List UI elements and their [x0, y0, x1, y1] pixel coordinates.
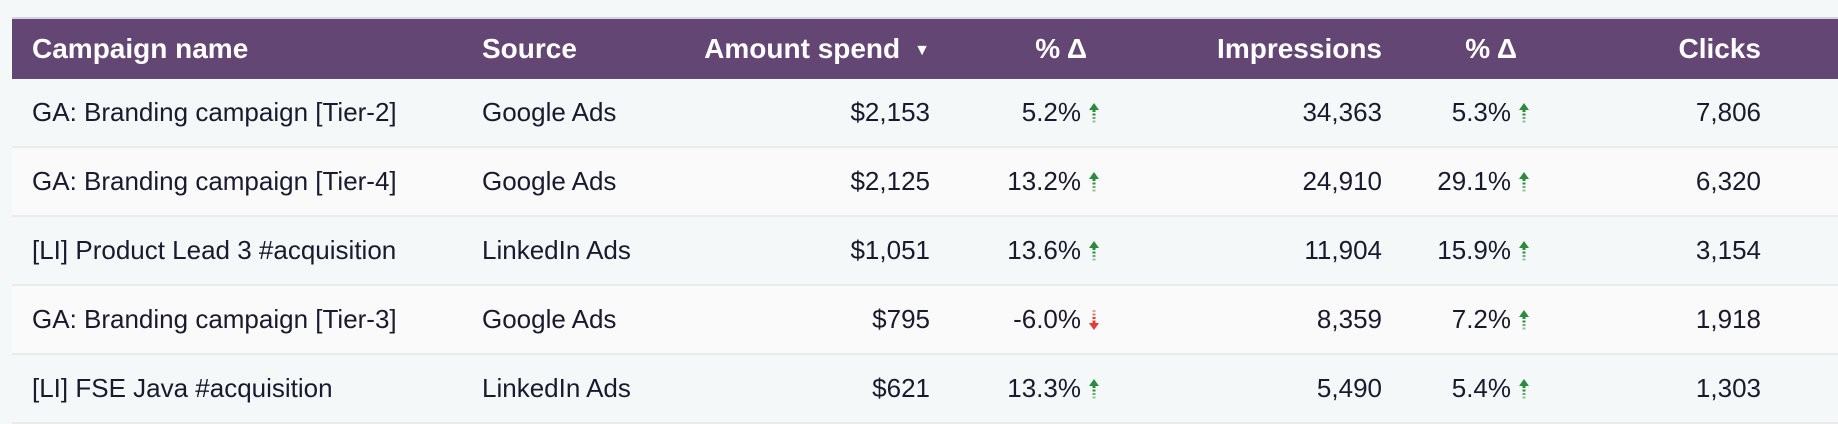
amount-spend-cell: $621	[872, 373, 930, 403]
arrow-down-icon	[1089, 309, 1099, 330]
source-cell: Google Ads	[482, 97, 617, 127]
source-cell: Google Ads	[482, 166, 617, 196]
header-clicks[interactable]: Clicks	[1678, 33, 1762, 64]
sort-desc-icon: ▼	[914, 41, 930, 59]
clicks-cell: 1,918	[1695, 304, 1761, 334]
arrow-up-icon	[1089, 102, 1099, 123]
delta-spend-value: 5.2%	[1021, 97, 1081, 127]
amount-spend-cell: $2,125	[850, 166, 930, 196]
campaign-name-cell: GA: Branding campaign [Tier-2]	[32, 97, 397, 127]
delta-impressions-value: 15.9%	[1437, 235, 1511, 265]
delta-impressions-value: 5.4%	[1451, 373, 1511, 403]
impressions-cell: 8,359	[1316, 304, 1382, 334]
impressions-cell: 5,490	[1316, 373, 1382, 403]
delta-spend-cell: 13.6%	[942, 235, 1127, 266]
arrow-up-icon	[1519, 171, 1529, 192]
header-amount-label: Amount spend	[704, 33, 901, 64]
campaign-name-cell: GA: Branding campaign [Tier-4]	[32, 166, 397, 196]
campaign-name-cell: [LI] Product Lead 3 #acquisition	[32, 235, 397, 265]
delta-spend-cell: 13.2%	[942, 166, 1127, 197]
delta-spend-value: 13.6%	[1007, 235, 1081, 265]
delta-impressions-cell: 7.2%	[1382, 304, 1557, 335]
source-cell: LinkedIn Ads	[482, 235, 631, 265]
delta-impressions-value: 5.3%	[1451, 97, 1511, 127]
table-header: Campaign name Source Amount spend ▼ % Δ I…	[12, 19, 1838, 79]
delta-spend-value: 13.2%	[1007, 166, 1081, 196]
delta-impressions-value: 7.2%	[1451, 304, 1511, 334]
delta-spend-cell: 13.3%	[942, 373, 1127, 404]
delta-spend-value: 13.3%	[1007, 373, 1081, 403]
source-cell: Google Ads	[482, 304, 617, 334]
campaign-name-cell: GA: Branding campaign [Tier-3]	[32, 304, 397, 334]
clicks-cell: 1,303	[1695, 373, 1761, 403]
clicks-cell: 3,154	[1695, 235, 1761, 265]
arrow-up-icon	[1089, 378, 1099, 399]
arrow-up-icon	[1519, 378, 1529, 399]
clicks-cell: 6,320	[1695, 166, 1761, 196]
header-impressions[interactable]: Impressions	[1217, 33, 1382, 64]
campaign-name-cell: [LI] FSE Java #acquisition	[32, 373, 333, 403]
table-row[interactable]: GA: Branding campaign [Tier-4] Google Ads…	[12, 148, 1838, 217]
table-row[interactable]: GA: Branding campaign [Tier-2] Google Ads…	[12, 79, 1838, 148]
header-delta-spend[interactable]: % Δ	[1035, 33, 1087, 64]
header-amount-spend[interactable]: Amount spend ▼	[662, 33, 942, 65]
delta-impressions-value: 29.1%	[1437, 166, 1511, 196]
header-delta-impressions[interactable]: % Δ	[1465, 33, 1517, 64]
delta-spend-value: -6.0%	[1013, 304, 1081, 334]
delta-impressions-cell: 5.4%	[1382, 373, 1557, 404]
impressions-cell: 24,910	[1302, 166, 1382, 196]
delta-impressions-cell: 29.1%	[1382, 166, 1557, 197]
table-row[interactable]: [LI] FSE Java #acquisition LinkedIn Ads $6…	[12, 355, 1838, 424]
table-row[interactable]: [LI] Product Lead 3 #acquisition LinkedIn…	[12, 217, 1838, 286]
arrow-up-icon	[1089, 240, 1099, 261]
impressions-cell: 11,904	[1304, 235, 1382, 265]
source-cell: LinkedIn Ads	[482, 373, 631, 403]
amount-spend-cell: $2,153	[850, 97, 930, 127]
amount-spend-cell: $1,051	[850, 235, 930, 265]
arrow-up-icon	[1519, 309, 1529, 330]
delta-impressions-cell: 15.9%	[1382, 235, 1557, 266]
delta-impressions-cell: 5.3%	[1382, 97, 1557, 128]
delta-spend-cell: 5.2%	[942, 97, 1127, 128]
arrow-up-icon	[1089, 171, 1099, 192]
header-source[interactable]: Source	[482, 33, 577, 64]
arrow-up-icon	[1519, 240, 1529, 261]
campaign-table: Campaign name Source Amount spend ▼ % Δ I…	[12, 17, 1838, 424]
header-campaign-name[interactable]: Campaign name	[32, 33, 249, 64]
impressions-cell: 34,363	[1302, 97, 1382, 127]
arrow-up-icon	[1519, 102, 1529, 123]
clicks-cell: 7,806	[1695, 97, 1761, 127]
delta-spend-cell: -6.0%	[942, 304, 1127, 335]
amount-spend-cell: $795	[872, 304, 930, 334]
table-row[interactable]: GA: Branding campaign [Tier-3] Google Ads…	[12, 286, 1838, 355]
